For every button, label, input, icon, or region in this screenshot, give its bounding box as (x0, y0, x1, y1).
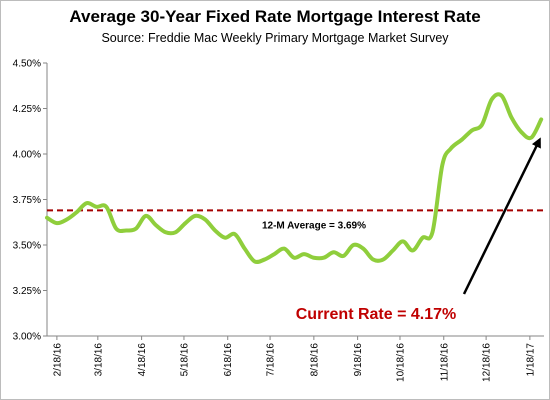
current-rate-label: Current Rate = 4.17% (296, 306, 457, 323)
x-tick-label: 3/18/16 (93, 343, 104, 377)
chart-title: Average 30-Year Fixed Rate Mortgage Inte… (69, 7, 481, 26)
x-tick-label: 2/18/16 (52, 343, 63, 377)
y-tick-label: 4.25% (13, 104, 41, 115)
y-tick-label: 3.00% (13, 332, 41, 343)
x-tick-label: 12/18/16 (482, 343, 493, 382)
x-tick-label: 6/18/16 (223, 343, 234, 377)
x-tick-label: 5/18/16 (179, 343, 190, 377)
average-label: 12-M Average = 3.69% (262, 220, 366, 231)
x-tick-label: 8/18/16 (309, 343, 320, 377)
y-tick-label: 3.50% (13, 241, 41, 252)
x-tick-label: 10/18/16 (395, 343, 406, 382)
current-rate-arrow (462, 137, 541, 295)
x-tick-label: 4/18/16 (137, 343, 148, 377)
x-tick-label: 11/18/16 (439, 343, 450, 382)
y-tick-label: 3.25% (13, 286, 41, 297)
y-tick-label: 4.50% (13, 59, 41, 70)
x-tick-label: 7/18/16 (266, 343, 277, 377)
x-tick-label: 1/18/17 (525, 343, 536, 377)
mortgage-rate-line (45, 92, 544, 265)
y-tick-label: 3.75% (13, 195, 41, 206)
y-tick-label: 4.00% (13, 150, 41, 161)
x-tick-label: 9/18/16 (353, 343, 364, 377)
chart-subtitle: Source: Freddie Mac Weekly Primary Mortg… (101, 31, 449, 45)
